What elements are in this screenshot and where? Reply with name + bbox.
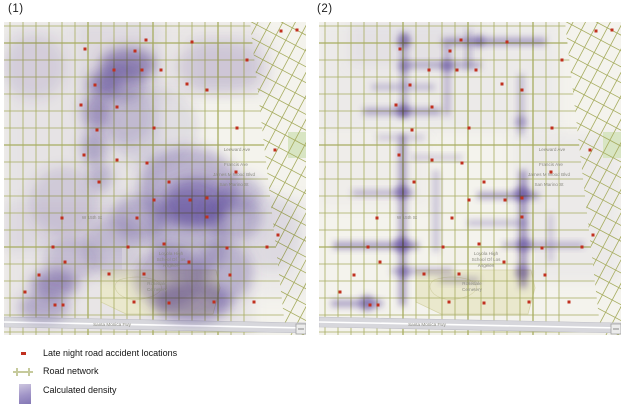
svg-text:Rosedale: Rosedale [147, 281, 167, 286]
svg-text:Cemetery: Cemetery [462, 287, 483, 292]
svg-text:W 15th St: W 15th St [397, 215, 418, 220]
road-cross-icon [28, 368, 30, 376]
svg-text:Santa Monica Fwy: Santa Monica Fwy [408, 322, 446, 327]
map-panel-kernel-density: Loyola High School Of Los Angeles Rosedale C… [4, 22, 306, 335]
svg-text:School Of Los: School Of Los [472, 257, 502, 262]
svg-text:San Marino St: San Marino St [219, 182, 249, 187]
svg-text:Francis Ave: Francis Ave [539, 162, 563, 167]
svg-text:School Of Los: School Of Los [157, 257, 187, 262]
map-attribution-icon [610, 323, 621, 335]
accident-points [338, 28, 614, 307]
map-attribution-icon [295, 323, 306, 335]
svg-text:James M Wood Blvd: James M Wood Blvd [213, 172, 255, 177]
svg-text:James M Wood Blvd: James M Wood Blvd [528, 172, 570, 177]
accident-points [23, 28, 299, 307]
accident-point-symbol [21, 352, 26, 355]
svg-text:Francis Ave: Francis Ave [224, 162, 248, 167]
svg-text:Leeward Ave: Leeward Ave [539, 147, 566, 152]
panel-1-label: (1) [8, 3, 24, 15]
legend-label-roads: Road network [43, 366, 99, 376]
svg-text:Loyola High: Loyola High [159, 251, 184, 256]
road-cross-icon [16, 368, 18, 376]
svg-text:Cemetery: Cemetery [147, 287, 168, 292]
svg-text:Angeles: Angeles [478, 263, 495, 268]
svg-text:Loyola High: Loyola High [474, 251, 499, 256]
map-panel-network-density: Loyola High School Of Los Angeles Rosedale C… [319, 22, 621, 335]
svg-text:Leeward Ave: Leeward Ave [224, 147, 251, 152]
svg-text:Rosedale: Rosedale [462, 281, 482, 286]
svg-text:Santa Monica Fwy: Santa Monica Fwy [93, 322, 131, 327]
svg-text:W 15th St: W 15th St [82, 215, 103, 220]
legend-label-accidents: Late night road accident locations [43, 348, 178, 358]
legend-label-density: Calculated density [43, 385, 117, 395]
density-swatch [19, 384, 31, 404]
panel-2-label: (2) [317, 3, 333, 15]
svg-text:Angeles: Angeles [163, 263, 180, 268]
svg-text:San Marino St: San Marino St [534, 182, 564, 187]
road-network-symbol [13, 371, 33, 373]
